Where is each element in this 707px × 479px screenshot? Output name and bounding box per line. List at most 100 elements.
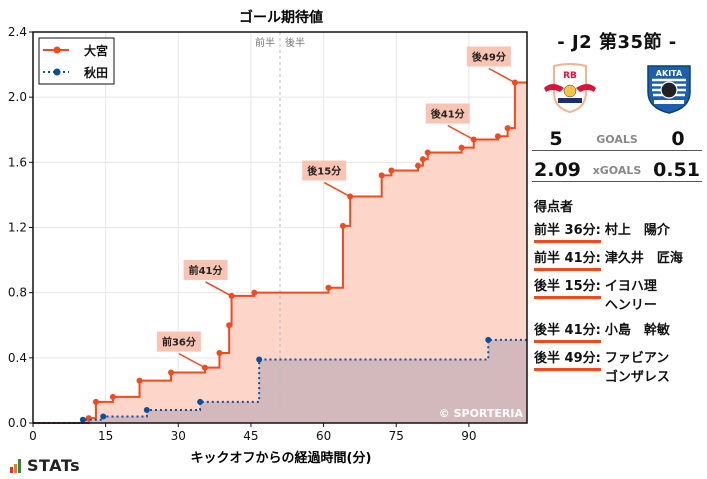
goal-annotation-box: [466, 46, 511, 67]
data-point: [136, 377, 143, 384]
data-point: [458, 144, 465, 151]
annotation-arrow: [323, 181, 349, 197]
data-point: [511, 79, 518, 86]
scorers-title: 得点者: [534, 200, 574, 215]
x-tick-label: 45: [243, 429, 258, 443]
data-point: [388, 167, 395, 174]
stats-bars-icon: [10, 458, 22, 473]
match-summary-panel: - J2 第35節 - RB AKITA 5 GOALS 0 2.09 xGOA…: [532, 24, 702, 387]
away-team-logo-icon: AKITA: [647, 65, 691, 114]
scorer-time: 前半 41分:: [534, 249, 601, 271]
scorer-time: 前半 36分:: [534, 221, 601, 243]
annotation-arrow: [447, 124, 473, 140]
goals-row: 5 GOALS 0: [532, 120, 702, 151]
stats-brand-text: STATs: [27, 456, 81, 475]
x-tick-label: 15: [98, 429, 113, 443]
y-tick-label: 0.8: [8, 286, 27, 300]
annotation-arrow: [488, 67, 514, 83]
watermark: © SPORTERIA: [439, 407, 524, 420]
data-point: [228, 292, 235, 299]
data-point: [226, 322, 233, 329]
xgoals-label: xGOALS: [592, 164, 642, 177]
data-point: [143, 406, 150, 413]
y-tick-label: 1.6: [8, 155, 27, 169]
scorer-name: ファビアン ゴンザレス: [604, 351, 670, 385]
x-tick-label: 75: [389, 429, 404, 443]
data-point: [197, 398, 204, 405]
goal-annotation-box: [156, 331, 201, 352]
scorer-name: イヨハ理 ヘンリー: [604, 279, 657, 313]
team-logos: RB AKITA: [532, 62, 702, 118]
xgoals-row: 2.09 xGOALS 0.51: [532, 151, 702, 182]
goal-annotation-box: [183, 259, 228, 280]
home-goals: 5: [549, 128, 563, 150]
stats-brand-logo: STATs: [10, 456, 80, 475]
first-half-label: 前半: [255, 36, 275, 49]
chart-title: ゴール期待値: [239, 9, 323, 26]
data-point: [325, 284, 332, 291]
data-point: [201, 364, 208, 371]
data-point: [256, 356, 263, 363]
data-point: [470, 136, 477, 143]
away-xg: 0.51: [653, 159, 700, 181]
goal-annotation-label: 前36分: [162, 336, 196, 349]
scorer-item: 前半 36分: 村上 陽介: [534, 221, 702, 243]
data-point: [79, 416, 86, 423]
y-tick-label: 2.0: [8, 90, 27, 104]
data-point: [251, 289, 258, 296]
scorer-item: 後半 49分: ファビアン ゴンザレス: [534, 349, 702, 387]
x-tick-label: 0: [29, 429, 37, 443]
goal-annotation-label: 後41分: [431, 108, 465, 121]
home-logo-text: RB: [563, 71, 577, 81]
scorer-item: 後半 15分: イヨハ理 ヘンリー: [534, 277, 702, 315]
data-point: [168, 369, 175, 376]
scorer-time: 後半 41分:: [534, 321, 601, 343]
goal-annotation-label: 後15分: [307, 165, 341, 178]
data-point: [424, 149, 431, 156]
home-xg: 2.09: [534, 159, 581, 181]
data-point: [504, 125, 511, 132]
scorer-name: 村上 陽介: [604, 223, 670, 238]
goal-annotation-box: [302, 160, 347, 181]
goal-annotation-box: [425, 103, 470, 124]
y-tick-label: 0.4: [8, 351, 27, 365]
data-point: [415, 162, 422, 169]
second-half-label: 後半: [285, 36, 305, 49]
data-point: [347, 193, 354, 200]
data-point: [109, 393, 116, 400]
goal-annotation-label: 後49分: [472, 51, 506, 64]
goals-label: GOALS: [596, 133, 638, 146]
home-team-logo-icon: RB: [544, 63, 596, 114]
scorers-list: 前半 36分: 村上 陽介 前半 41分: 津久井 匠海 後半 15分: イヨハ…: [532, 221, 702, 387]
away-goals: 0: [671, 128, 685, 150]
round-title: - J2 第35節 -: [557, 32, 677, 53]
away-logo-text: AKITA: [656, 69, 683, 78]
y-tick-label: 1.2: [8, 221, 27, 235]
data-point: [100, 413, 107, 420]
series-line-1: [33, 338, 527, 424]
x-tick-label: 60: [316, 429, 331, 443]
annotation-arrow: [205, 281, 230, 296]
scorer-time: 後半 15分:: [534, 277, 601, 299]
y-tick-label: 2.4: [8, 25, 27, 39]
data-point: [92, 398, 99, 405]
series-fill-0: [33, 82, 527, 424]
scorer-name: 津久井 匠海: [604, 251, 683, 266]
data-point: [216, 349, 223, 356]
goal-annotation-label: 前41分: [189, 264, 223, 277]
x-tick-label: 30: [171, 429, 186, 443]
scorer-item: 後半 41分: 小島 幹敏: [534, 321, 702, 343]
scorer-item: 前半 41分: 津久井 匠海: [534, 249, 702, 271]
data-point: [419, 156, 426, 163]
data-point: [378, 172, 385, 179]
legend-label: 秋田: [84, 65, 108, 80]
scorer-time: 後半 49分:: [534, 349, 601, 371]
x-tick-label: 90: [461, 429, 476, 443]
data-point: [339, 222, 346, 229]
scorer-name: 小島 幹敏: [604, 323, 670, 338]
data-point: [494, 133, 501, 140]
y-tick-label: 0.0: [8, 416, 27, 430]
